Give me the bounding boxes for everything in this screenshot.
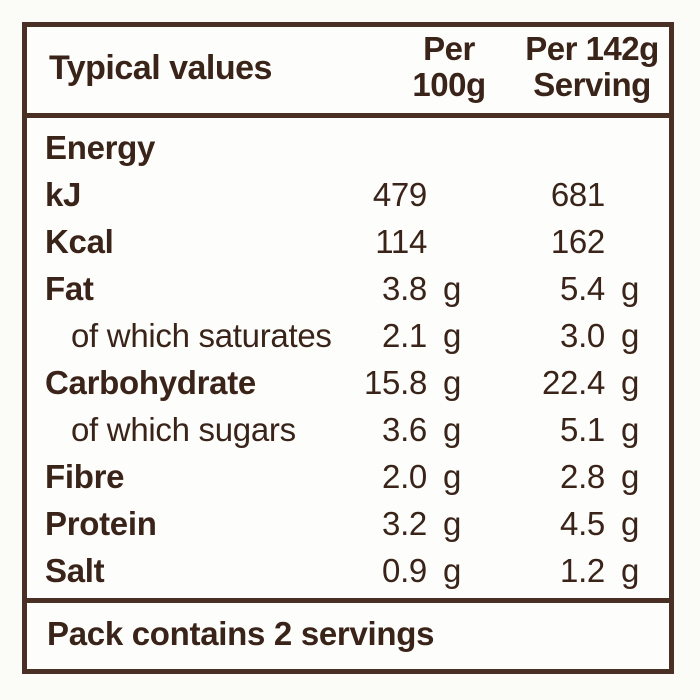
nutrient-name: Kcal xyxy=(45,223,114,260)
value-per-100g: 3.8 g xyxy=(382,270,461,307)
value-per-serving: 3.0 g xyxy=(560,317,639,354)
nutrient-name: kJ xyxy=(45,176,82,213)
nutrient-name: Fat xyxy=(45,270,94,307)
value-per-100g: 2.1 g xyxy=(382,317,461,354)
value-per-100g: 114 xyxy=(375,223,427,260)
nutrient-name: Energy xyxy=(45,129,156,166)
value-per-serving: 681 xyxy=(550,176,605,213)
label-header: Typical values Per 100g Per 142g Serving xyxy=(27,27,669,118)
per-serving-column-header: Per 142g Serving xyxy=(525,30,659,103)
nutrient-row-kcal: Kcal 114 162 xyxy=(27,217,669,264)
nutrient-name: Carbohydrate xyxy=(45,364,256,401)
nutrient-row-saturates: of which saturates 2.1 g 3.0 g xyxy=(27,311,669,358)
nutrient-name: Protein xyxy=(45,505,157,542)
label-footer: Pack contains 2 servings xyxy=(27,598,669,669)
value-per-serving: 5.4 g xyxy=(560,270,639,307)
value-per-100g: 0.9 g xyxy=(382,552,461,589)
nutrient-name: Salt xyxy=(45,552,105,589)
nutrient-row-carbohydrate: Carbohydrate 15.8 g 22.4 g xyxy=(27,358,669,405)
nutrient-row-salt: Salt 0.9 g 1.2 g xyxy=(27,546,669,593)
value-per-serving: 22.4 g xyxy=(541,364,639,401)
nutrition-label: Typical values Per 100g Per 142g Serving… xyxy=(22,22,674,674)
nutrient-name: of which sugars xyxy=(71,411,296,448)
servings-note: Pack contains 2 servings xyxy=(47,615,435,652)
value-per-serving: 4.5 g xyxy=(560,505,639,542)
nutrient-row-energy: Energy xyxy=(27,123,669,170)
typical-values-heading: Typical values xyxy=(49,49,272,87)
per-100g-column-header: Per 100g xyxy=(412,30,486,103)
value-per-100g: 3.2 g xyxy=(382,505,461,542)
nutrient-row-kj: kJ 479 681 xyxy=(27,170,669,217)
nutrient-rows: Energy kJ 479 681 Kcal 114 162 Fat 3.8 g … xyxy=(27,123,669,593)
nutrient-row-sugars: of which sugars 3.6 g 5.1 g xyxy=(27,405,669,452)
nutrient-name: of which saturates xyxy=(71,317,332,354)
value-per-serving: 2.8 g xyxy=(560,458,639,495)
value-per-100g: 479 xyxy=(372,176,427,213)
value-per-100g: 3.6 g xyxy=(382,411,461,448)
value-per-100g: 15.8 g xyxy=(363,364,461,401)
nutrient-row-protein: Protein 3.2 g 4.5 g xyxy=(27,499,669,546)
value-per-serving: 162 xyxy=(550,223,605,260)
nutrient-row-fat: Fat 3.8 g 5.4 g xyxy=(27,264,669,311)
value-per-serving: 5.1 g xyxy=(560,411,639,448)
value-per-serving: 1.2 g xyxy=(560,552,639,589)
nutrient-row-fibre: Fibre 2.0 g 2.8 g xyxy=(27,452,669,499)
nutrient-name: Fibre xyxy=(45,458,125,495)
value-per-100g: 2.0 g xyxy=(382,458,461,495)
